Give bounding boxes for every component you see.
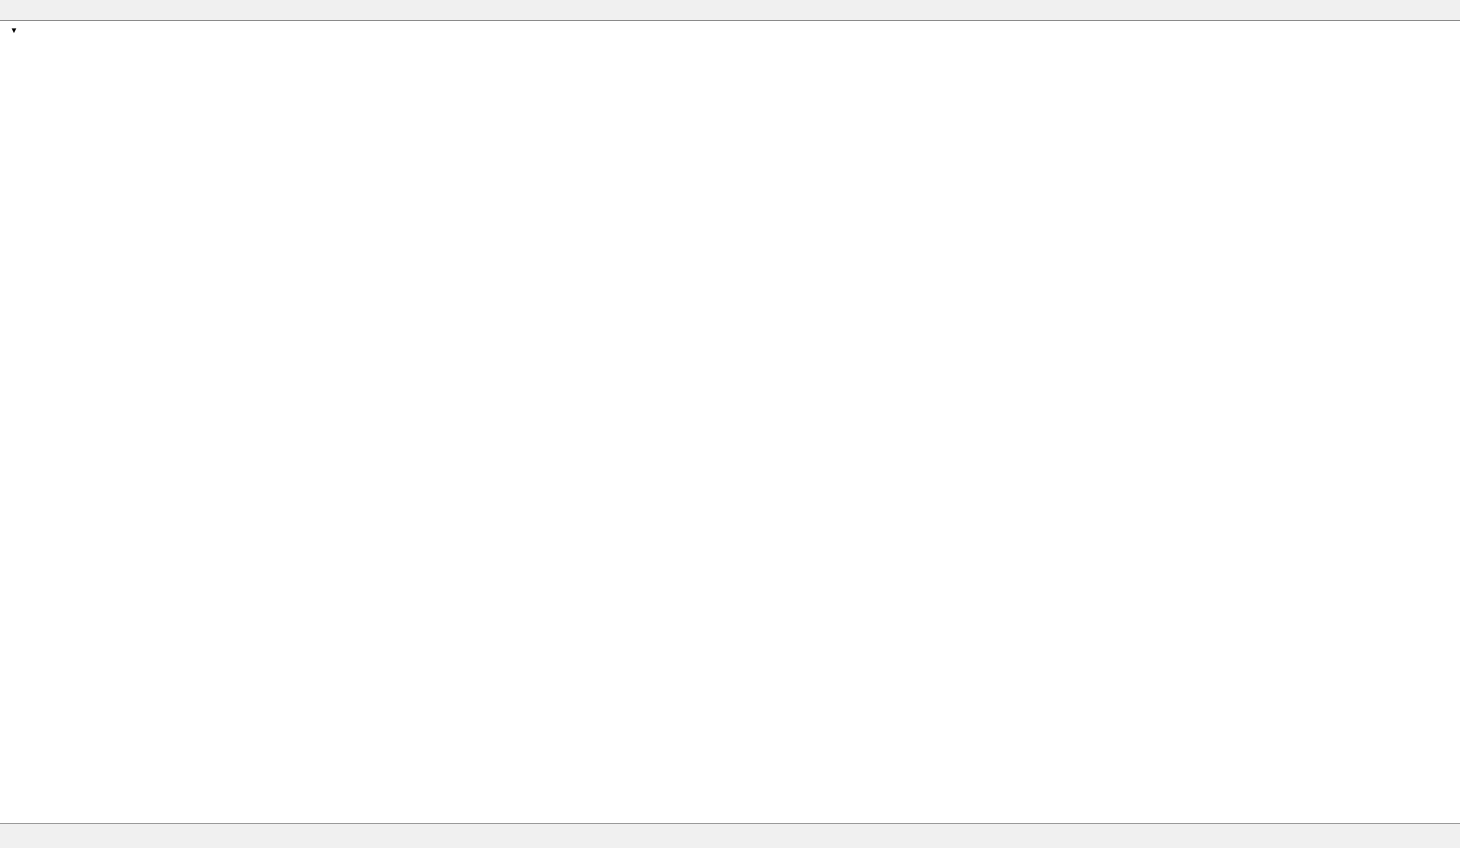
- chart-header: ▼: [10, 26, 36, 35]
- macd-indicator-label: [8, 572, 14, 584]
- rsi-indicator-label: [8, 675, 14, 687]
- timeframe-toolbar: [0, 0, 1460, 20]
- chart-dropdown-icon[interactable]: ▼: [10, 26, 18, 35]
- chart-window: [0, 20, 1460, 823]
- chart-tab-bar: [0, 823, 1460, 848]
